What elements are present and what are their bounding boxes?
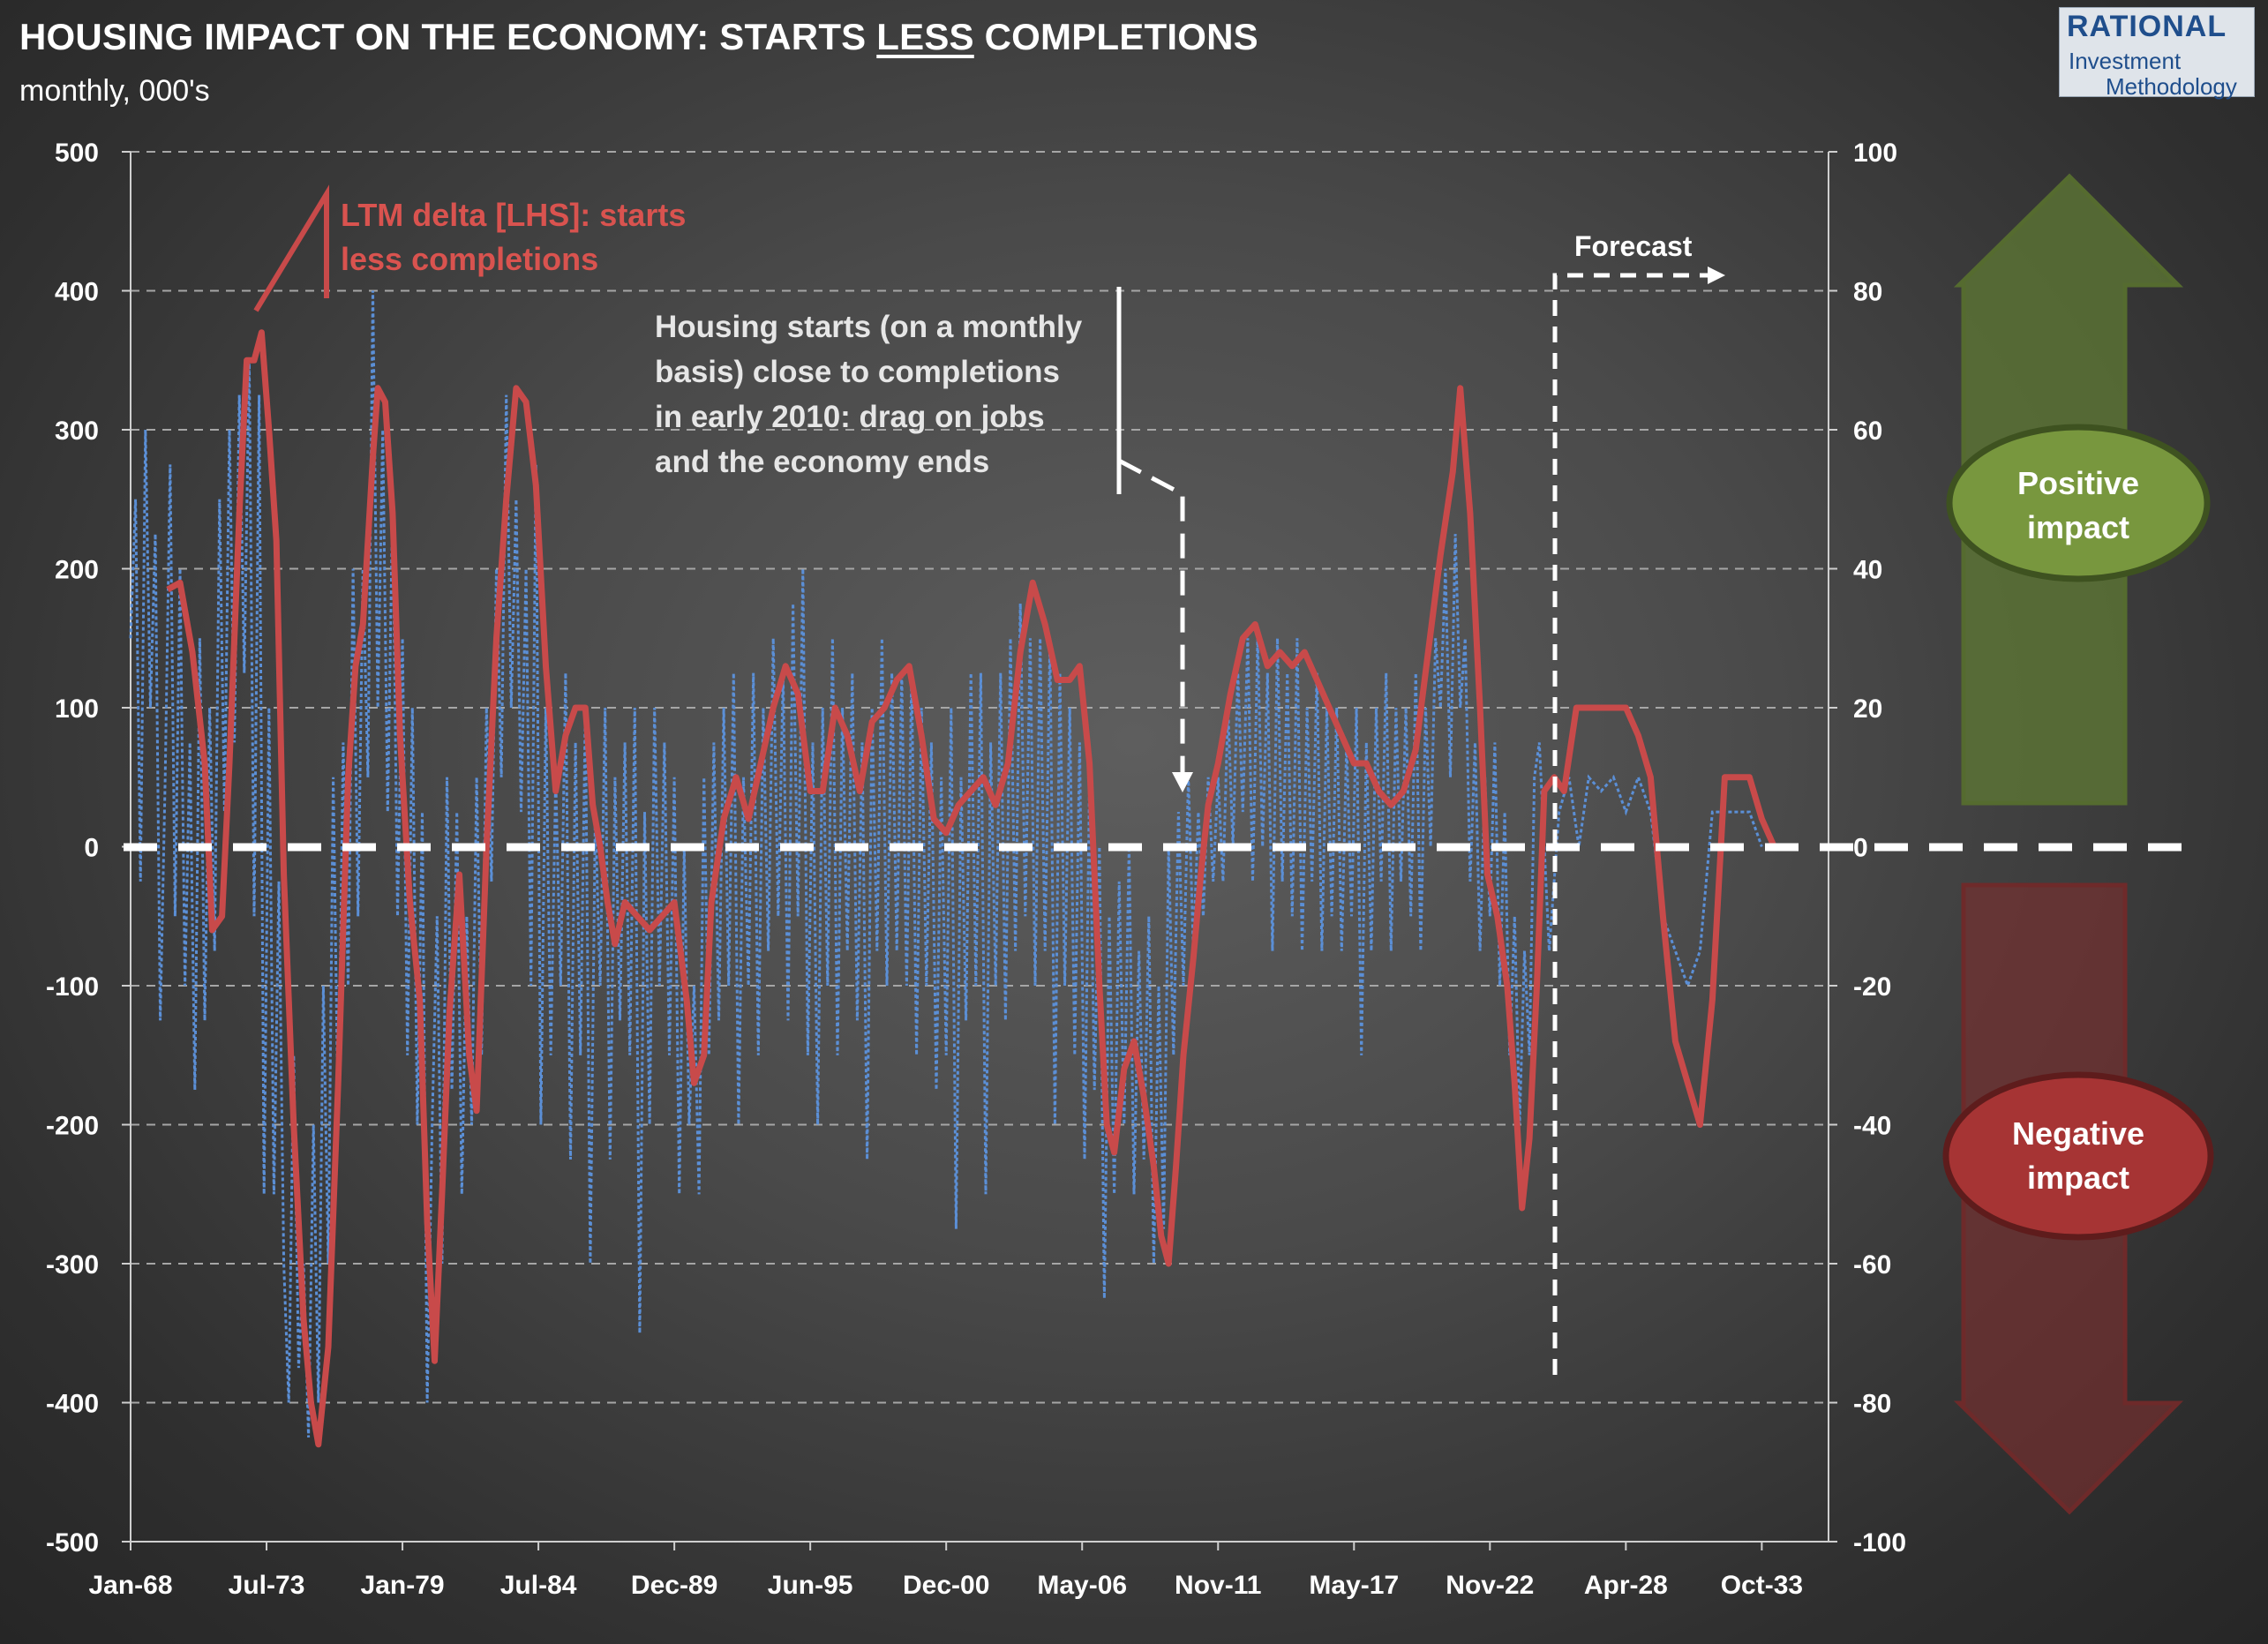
x-tick-label: Jun-95 [768, 1571, 853, 1600]
left-tick-label: -400 [46, 1390, 99, 1419]
left-tick-label: 100 [55, 694, 99, 724]
right-tick-label: 0 [1853, 834, 1868, 863]
x-tick-label: Dec-00 [903, 1571, 989, 1600]
title-part1: HOUSING IMPACT ON THE ECONOMY: STARTS [19, 16, 877, 57]
left-tick-label: -500 [46, 1528, 99, 1558]
ltm-callout-line [253, 184, 329, 312]
x-axis-ticks: Jan-68 Jul-73 Jan-79 Jul-84 Dec-89 Jun-95 Dec-… [88, 1571, 1803, 1600]
negative-label-line1: Negative [2012, 1115, 2144, 1152]
right-tick-label: 100 [1853, 139, 1897, 168]
logo-line3: Methodology [2106, 73, 2237, 100]
left-tick-label: 400 [55, 278, 99, 307]
housing-annotation: Housing starts (on a monthly basis) clos… [655, 287, 1193, 792]
monthly-series-line [129, 290, 1763, 1438]
housing-label-line1: Housing starts (on a monthly [655, 310, 1083, 344]
left-tick-label: -100 [46, 972, 99, 1002]
x-tick-label: Nov-11 [1175, 1571, 1261, 1600]
forecast-arrowhead [1708, 266, 1725, 284]
x-tick-label: Jul-73 [229, 1571, 305, 1600]
title-part2: COMPLETIONS [973, 16, 1258, 57]
left-tick-label: 200 [55, 556, 99, 585]
x-tick-label: Dec-89 [631, 1571, 717, 1600]
x-tick-label: May-17 [1309, 1571, 1399, 1600]
housing-callout-arrowhead [1172, 772, 1193, 792]
housing-label-line4: and the economy ends [655, 445, 989, 479]
title-underlined: LESS [876, 16, 974, 57]
ltm-series [166, 329, 1777, 1448]
ltm-series-line [166, 329, 1777, 1448]
gridlines [131, 151, 1829, 1543]
housing-callout-line [1117, 458, 1185, 777]
x-tick-label: Nov-22 [1446, 1571, 1534, 1600]
left-tick-label: -200 [46, 1112, 99, 1141]
x-tick-label: Oct-33 [1721, 1571, 1803, 1600]
logo-line2: Investment [2069, 48, 2182, 74]
housing-label-line3: in early 2010: drag on jobs [655, 400, 1045, 434]
logo-line1: RATIONAL [2067, 10, 2227, 43]
x-tick-label: May-06 [1037, 1571, 1127, 1600]
positive-label-line2: impact [2027, 509, 2129, 545]
right-tick-label: 20 [1853, 694, 1882, 724]
left-tick-label: 500 [55, 139, 99, 168]
x-tick-label: Jul-84 [500, 1571, 577, 1600]
right-tick-label: -20 [1853, 972, 1891, 1002]
left-tick-label: 300 [55, 417, 99, 446]
x-tick-label: Jan-68 [88, 1571, 172, 1600]
x-tick-label: Apr-28 [1584, 1571, 1668, 1600]
right-tick-label: -40 [1853, 1112, 1891, 1141]
forecast-marker: Forecast [1552, 230, 1725, 1375]
right-tick-label: 60 [1853, 417, 1882, 446]
forecast-line [1552, 273, 1712, 1375]
ltm-label-line1: LTM delta [LHS]: starts [341, 197, 686, 233]
chart-subtitle: monthly, 000's [19, 74, 210, 108]
positive-arrow: Positive impact [1946, 173, 2211, 806]
ltm-annotation: LTM delta [LHS]: starts less completions [253, 184, 686, 312]
ltm-label-line2: less completions [341, 241, 598, 277]
right-tick-label: -80 [1853, 1390, 1891, 1419]
x-tick-label: Jan-79 [361, 1571, 445, 1600]
forecast-label: Forecast [1574, 230, 1693, 262]
right-axis-ticks: 100 80 60 40 20 0 -20 -40 -60 -80 -100 [1853, 139, 1906, 1558]
left-axis-ticks: 500 400 300 200 100 0 -100 -200 -300 -400 -500 [46, 139, 99, 1558]
left-tick-label: 0 [84, 834, 99, 863]
right-tick-label: -100 [1853, 1528, 1906, 1558]
negative-label-line2: impact [2027, 1160, 2129, 1196]
positive-label-line1: Positive [2017, 465, 2139, 501]
negative-arrow: Negative impact [1942, 882, 2214, 1515]
left-tick-label: -300 [46, 1250, 99, 1280]
monthly-series [129, 290, 1763, 1438]
chart-title: HOUSING IMPACT ON THE ECONOMY: STARTS LE… [19, 16, 1258, 58]
housing-label-line2: basis) close to completions [655, 355, 1060, 389]
rational-logo: RATIONAL Investment Methodology [2059, 7, 2255, 100]
right-tick-label: 40 [1853, 556, 1882, 585]
right-tick-label: 80 [1853, 278, 1882, 307]
right-tick-label: -60 [1853, 1250, 1891, 1280]
